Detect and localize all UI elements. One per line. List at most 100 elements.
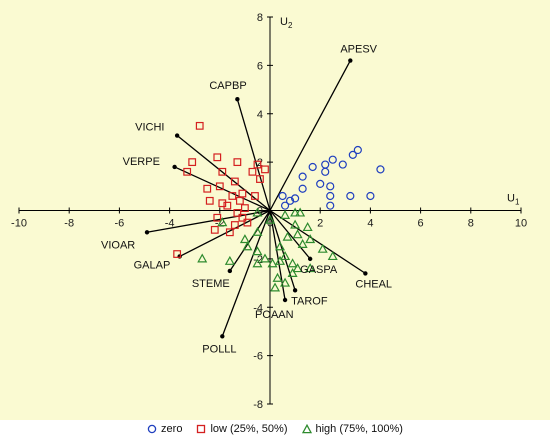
point-zero bbox=[308, 162, 317, 172]
vector-label: APESV bbox=[340, 44, 377, 56]
y-tick-label: 2 bbox=[257, 157, 263, 169]
vector-line bbox=[229, 210, 271, 272]
point-low bbox=[210, 225, 219, 234]
point-low bbox=[243, 218, 252, 227]
x-axis-label-subscript: 1 bbox=[515, 198, 520, 207]
point-low bbox=[195, 121, 204, 130]
point-zero bbox=[348, 150, 357, 159]
point-high bbox=[302, 221, 313, 232]
point-zero bbox=[321, 167, 330, 176]
vector-label: STEME bbox=[192, 278, 230, 290]
labels-group: APESV CAPBP VICHI VERPE VIOAR GALAP STEME POLLL… bbox=[101, 44, 392, 356]
y-tick-label: -4 bbox=[253, 302, 263, 314]
point-low bbox=[203, 184, 212, 193]
point-low bbox=[188, 158, 197, 167]
vector-tip bbox=[220, 334, 225, 339]
point-zero bbox=[376, 165, 385, 174]
vector-tip bbox=[235, 97, 240, 102]
vector-tip bbox=[282, 297, 288, 303]
point-low bbox=[261, 165, 269, 174]
x-tick-label: 6 bbox=[418, 218, 424, 230]
point-high bbox=[239, 234, 250, 244]
points-group bbox=[173, 121, 385, 292]
legend-item-high: high (75%, 100%) bbox=[301, 423, 403, 435]
square-marker-icon bbox=[197, 424, 206, 434]
circle-marker-icon bbox=[147, 424, 157, 434]
point-zero bbox=[326, 182, 335, 191]
point-low bbox=[230, 177, 239, 186]
point-high bbox=[197, 253, 208, 263]
x-tick-label: -10 bbox=[11, 218, 27, 230]
vector-tip bbox=[227, 268, 233, 274]
point-high bbox=[259, 253, 270, 263]
point-zero bbox=[291, 194, 300, 203]
point-high bbox=[305, 234, 316, 244]
point-low bbox=[238, 189, 247, 198]
point-low bbox=[183, 167, 192, 176]
point-low bbox=[241, 204, 249, 212]
point-low bbox=[235, 196, 244, 205]
point-high bbox=[275, 241, 286, 251]
point-high bbox=[287, 267, 298, 277]
point-zero bbox=[285, 196, 295, 205]
point-zero bbox=[316, 179, 325, 188]
x-tick-label: 10 bbox=[515, 218, 527, 230]
point-low bbox=[223, 201, 232, 210]
vector-label: VICHI bbox=[135, 122, 164, 134]
point-low bbox=[256, 175, 264, 183]
vector-tip bbox=[363, 271, 368, 276]
vector-label: VIOAR bbox=[101, 239, 135, 251]
y-tick-label: 8 bbox=[257, 12, 263, 24]
point-high bbox=[327, 251, 338, 261]
point-high bbox=[292, 229, 303, 239]
x-tick-label: -4 bbox=[165, 218, 175, 230]
point-high bbox=[280, 277, 291, 287]
point-high bbox=[287, 258, 298, 268]
vector-tip bbox=[172, 164, 177, 170]
point-high bbox=[252, 226, 263, 236]
y-tick-label: 0 bbox=[257, 206, 263, 218]
point-low bbox=[238, 213, 247, 222]
point-zero bbox=[353, 145, 362, 155]
vector-tip bbox=[144, 230, 150, 235]
x-tick-label: 4 bbox=[367, 218, 373, 230]
point-high bbox=[295, 207, 306, 217]
point-zero bbox=[326, 191, 335, 201]
vector-line bbox=[146, 209, 271, 233]
point-zero bbox=[328, 155, 337, 164]
vector-line bbox=[269, 60, 351, 211]
point-high bbox=[270, 282, 281, 292]
x-tick-label: 8 bbox=[468, 218, 474, 230]
point-high bbox=[252, 258, 263, 268]
point-high bbox=[275, 255, 286, 265]
point-high bbox=[317, 243, 328, 253]
point-zero bbox=[338, 160, 347, 169]
point-zero bbox=[298, 172, 307, 181]
point-low bbox=[228, 192, 237, 200]
point-zero bbox=[366, 191, 375, 201]
vector-label: GASPA bbox=[300, 264, 338, 276]
point-low bbox=[213, 213, 222, 222]
vector-tip bbox=[348, 58, 353, 63]
vector-line bbox=[269, 210, 311, 260]
vector-label: VERPE bbox=[123, 156, 160, 168]
point-low bbox=[215, 182, 224, 191]
x-tick-label: -6 bbox=[115, 218, 125, 230]
point-high bbox=[252, 246, 263, 256]
point-high bbox=[264, 214, 276, 224]
point-low bbox=[251, 192, 259, 200]
vector-line bbox=[269, 210, 286, 301]
point-high bbox=[290, 207, 301, 217]
vector-label: GALAP bbox=[134, 259, 171, 271]
point-low bbox=[248, 167, 257, 176]
point-zero bbox=[326, 201, 335, 210]
vector-line bbox=[221, 210, 271, 337]
point-low bbox=[205, 196, 214, 205]
point-high bbox=[290, 219, 301, 229]
x-tick-label: 2 bbox=[317, 218, 323, 230]
vector-line bbox=[176, 135, 271, 212]
vector-line bbox=[269, 210, 296, 291]
point-high bbox=[282, 231, 293, 241]
point-low bbox=[225, 228, 234, 237]
